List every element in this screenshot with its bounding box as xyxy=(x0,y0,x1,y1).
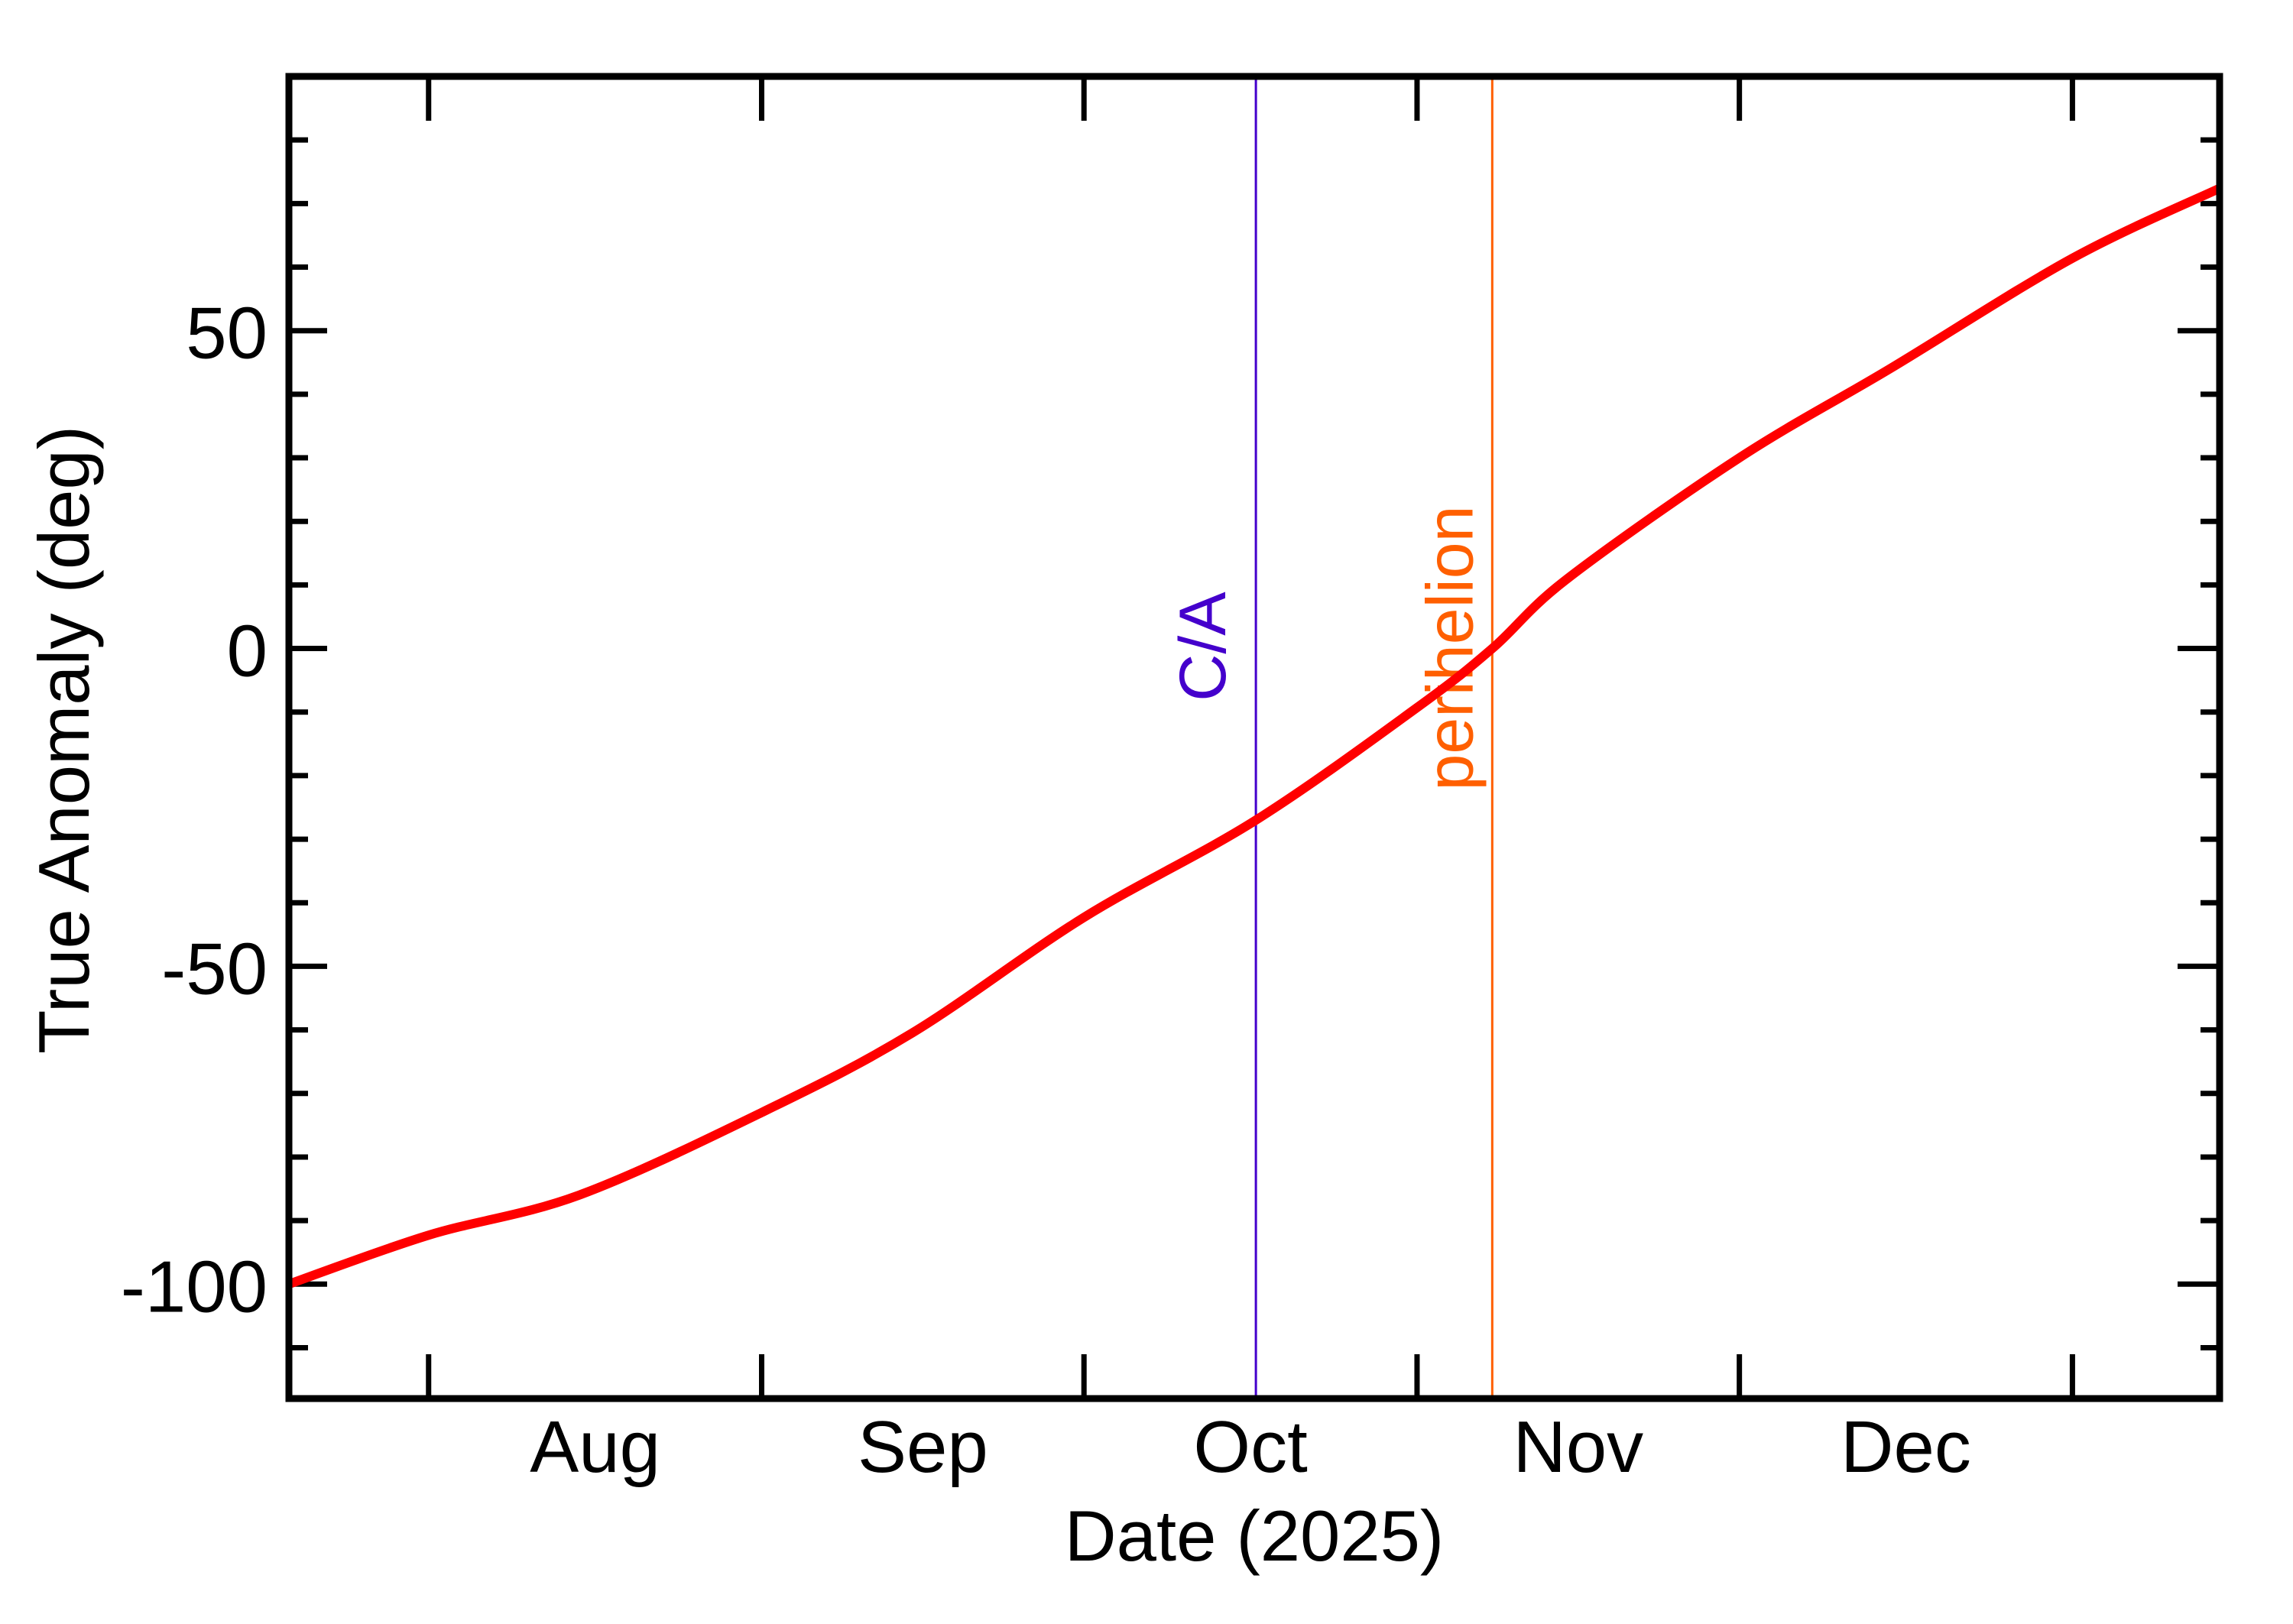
y-axis-title: True Anomaly (deg) xyxy=(24,426,104,1054)
y-tick-label: -100 xyxy=(121,1246,268,1327)
y-tick-label: 50 xyxy=(186,293,268,374)
y-tick-labels: -100 -50 0 50 xyxy=(121,293,268,1328)
x-month-ticks xyxy=(426,76,2075,1399)
y-tick-label: 0 xyxy=(227,611,268,692)
x-tick-labels: Aug Sep Oct Nov Dec xyxy=(530,1406,1971,1488)
y-minor-ticks xyxy=(289,73,2220,1350)
x-tick-label: Dec xyxy=(1841,1406,1971,1488)
x-tick-label: Nov xyxy=(1513,1406,1643,1488)
x-tick-label: Aug xyxy=(530,1406,660,1488)
x-tick-label: Oct xyxy=(1193,1406,1307,1488)
true-anomaly-curve xyxy=(287,183,2222,1289)
plot-frame xyxy=(285,73,2223,1402)
x-axis-title: Date (2025) xyxy=(1065,1496,1444,1576)
perihelion-label: perihelion xyxy=(1413,506,1487,791)
y-tick-label: -50 xyxy=(161,928,268,1010)
y-major-ticks xyxy=(289,328,2220,1287)
closest-approach-label: C/A xyxy=(1166,592,1240,702)
x-tick-label: Sep xyxy=(858,1406,988,1488)
